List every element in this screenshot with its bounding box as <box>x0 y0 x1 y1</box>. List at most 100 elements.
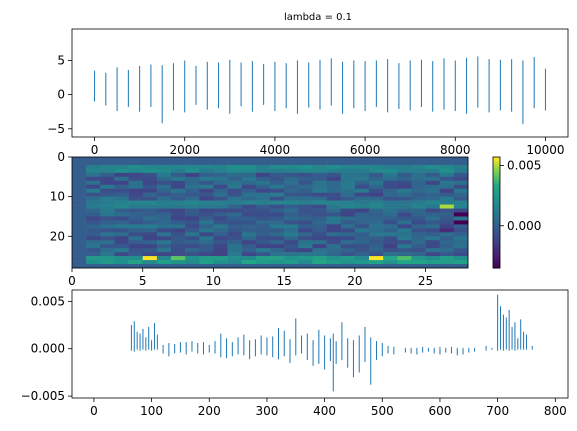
heatmap-cell-16-27 <box>298 264 313 269</box>
heatmap-cell-6-7 <box>156 184 172 190</box>
heatmap-cell-3-6 <box>114 180 129 186</box>
heatmap-cell-22-10 <box>383 196 398 201</box>
heatmap-cell-27-14 <box>453 212 469 217</box>
heatmap-cell-15-0 <box>284 157 299 162</box>
heatmap-cell-19-25 <box>340 256 356 261</box>
heatmap-cell-19-1 <box>340 160 356 166</box>
bar-negative-64 <box>474 348 476 352</box>
heatmap-cell-21-14 <box>369 212 384 217</box>
heatmap-cell-14-18 <box>270 228 285 233</box>
heatmap-cell-15-23 <box>284 248 299 253</box>
colorbar-segment-12 <box>493 179 500 182</box>
heatmap-cell-22-11 <box>383 200 398 205</box>
heatmap-cell-16-26 <box>298 260 313 265</box>
heatmap-cell-0-15 <box>72 216 87 221</box>
heatmap-cell-24-23 <box>411 248 426 253</box>
bar-positive-4 <box>139 65 141 95</box>
heatmap-cell-23-9 <box>397 192 412 197</box>
heatmap-cell-0-3 <box>72 168 87 174</box>
heatmap-cell-13-3 <box>255 168 271 174</box>
heatmap-cell-25-4 <box>425 172 441 178</box>
heatmap-cell-21-7 <box>369 184 384 190</box>
heatmap-cell-14-8 <box>270 188 285 193</box>
heatmap-cell-23-6 <box>397 180 412 186</box>
heatmap-cell-21-5 <box>369 176 384 182</box>
bar-negative-7 <box>172 94 174 111</box>
bar-positive-46 <box>364 326 366 349</box>
bar-positive-20 <box>220 333 222 349</box>
bar-negative-14 <box>185 348 187 355</box>
bar-positive-41 <box>335 341 337 349</box>
heatmap-cell-17-2 <box>312 164 327 170</box>
bar-negative-34 <box>301 348 303 354</box>
bar-positive-31 <box>283 330 285 349</box>
heatmap-cell-24-1 <box>411 160 426 166</box>
heatmap-cell-22-2 <box>383 164 398 170</box>
bar-positive-52 <box>404 347 406 349</box>
heatmap-cell-12-9 <box>241 192 257 197</box>
heatmap-cell-8-19 <box>185 232 200 237</box>
heatmap-cell-27-11 <box>453 200 469 205</box>
heatmap-cell-6-3 <box>156 168 172 174</box>
heatmap-cell-11-1 <box>227 160 243 166</box>
heatmap-cell-9-16 <box>199 220 214 225</box>
bar-positive-12 <box>174 344 176 349</box>
heatmap-cell-10-26 <box>213 260 228 265</box>
heatmap-cell-20-7 <box>354 184 370 190</box>
heatmap-cell-2-4 <box>100 172 115 178</box>
heatmap-cell-1-6 <box>86 180 101 186</box>
heatmap-cell-10-10 <box>213 196 228 201</box>
bar-negative-19 <box>214 348 216 354</box>
heatmap-cell-24-19 <box>411 232 426 237</box>
heatmap-cell-2-17 <box>100 224 115 229</box>
heatmap-cell-18-20 <box>326 236 342 241</box>
heatmap-cell-12-27 <box>241 264 257 269</box>
bar-negative-37 <box>318 348 320 364</box>
heatmap-cell-20-1 <box>354 160 370 166</box>
heatmap-x-tick-label-0: 0 <box>68 274 76 288</box>
bar-positive-74 <box>517 338 519 349</box>
heatmap-cell-18-26 <box>326 260 342 265</box>
bar-positive-35 <box>488 59 490 95</box>
heatmap-cell-20-11 <box>354 200 370 205</box>
heatmap-cell-20-16 <box>354 220 370 225</box>
heatmap-cell-1-11 <box>86 200 101 205</box>
heatmap-cell-6-13 <box>156 208 172 213</box>
heatmap-cell-21-19 <box>369 232 384 237</box>
heatmap-cell-14-21 <box>270 240 285 245</box>
heatmap-cell-25-20 <box>425 236 441 241</box>
heatmap-cell-5-10 <box>142 196 158 201</box>
heatmap-cell-1-16 <box>86 220 101 225</box>
heatmap-cell-11-7 <box>227 184 243 190</box>
heatmap-cell-20-20 <box>354 236 370 241</box>
colorbar-segment-42 <box>493 234 500 238</box>
bar-negative-36 <box>312 348 314 366</box>
heatmap-cell-19-15 <box>340 216 356 221</box>
heatmap-cell-19-10 <box>340 196 356 201</box>
heatmap-cell-9-24 <box>199 252 214 257</box>
colorbar-segment-24 <box>493 201 500 204</box>
heatmap-cell-22-27 <box>383 264 398 269</box>
heatmap-cell-5-16 <box>142 220 158 225</box>
heatmap-cell-13-10 <box>255 196 271 201</box>
heatmap-cell-22-7 <box>383 184 398 190</box>
y-tick-label-2: 0.005 <box>31 294 65 308</box>
bar-positive-42 <box>341 322 343 349</box>
bar-positive-9 <box>195 65 197 95</box>
heatmap-cell-27-8 <box>453 188 469 193</box>
heatmap-cell-1-3 <box>86 168 101 174</box>
heatmap-cell-12-2 <box>241 164 257 170</box>
colorbar-segment-39 <box>493 229 500 232</box>
bar-negative-32 <box>289 348 291 363</box>
bar-positive-40 <box>332 333 334 349</box>
bar-negative-69 <box>502 348 504 351</box>
heatmap-cell-12-26 <box>241 260 257 265</box>
colorbar-segment-43 <box>493 236 500 239</box>
heatmap-cell-11-12 <box>227 204 243 209</box>
heatmap-cell-22-25 <box>383 256 398 261</box>
heatmap-cell-24-16 <box>411 220 426 225</box>
heatmap-cell-13-8 <box>255 188 271 193</box>
heatmap-cell-21-0 <box>369 157 384 162</box>
heatmap-x-tick-label-3: 15 <box>277 274 292 288</box>
bar-negative-61 <box>456 348 458 356</box>
